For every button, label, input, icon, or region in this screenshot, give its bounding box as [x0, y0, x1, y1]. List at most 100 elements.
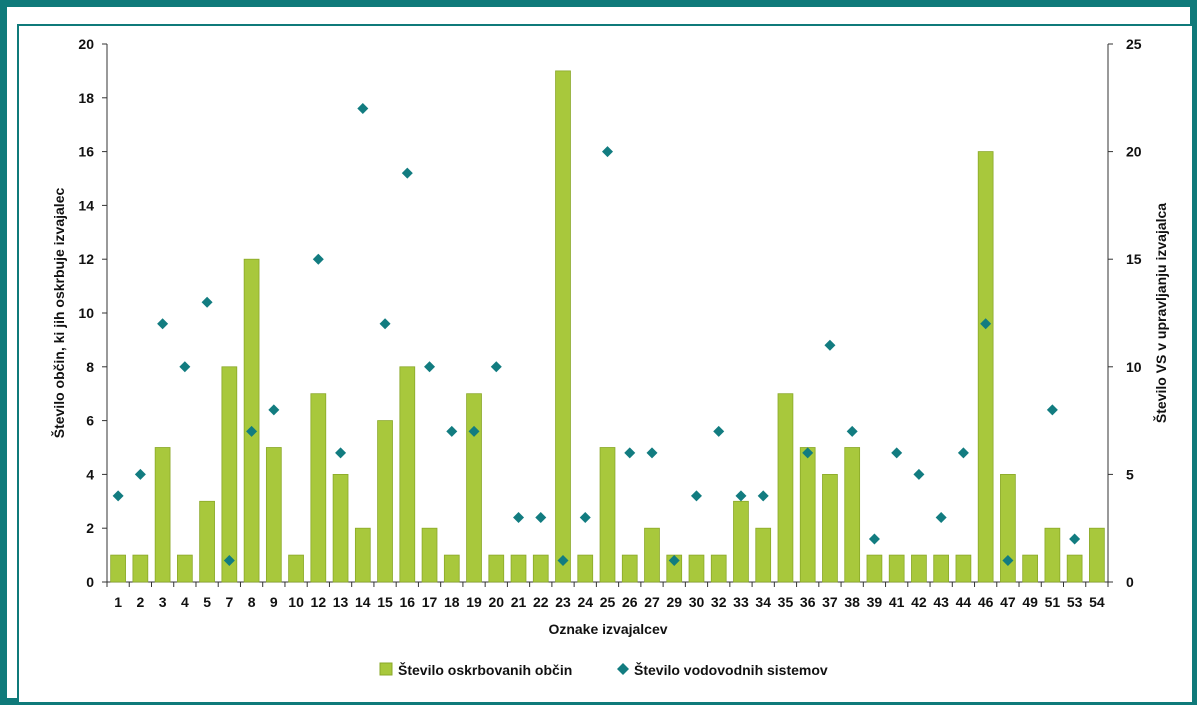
scatter-point [1002, 554, 1014, 566]
legend: Število oskrbovanih občin Število vodovo… [379, 661, 828, 678]
scatter-point [802, 447, 814, 459]
scatter-point [379, 318, 391, 330]
scatter-point [824, 339, 836, 351]
bar [221, 366, 238, 583]
scatter-point [557, 554, 569, 566]
x-tick-label: 44 [956, 594, 972, 610]
x-tick-label: 34 [755, 594, 771, 610]
legend-bar-swatch [379, 662, 393, 676]
markers-layer [112, 103, 1081, 566]
scatter-point [913, 468, 925, 480]
y-tick-label: 0 [86, 574, 94, 590]
scatter-point [846, 425, 858, 437]
x-tick-label: 23 [555, 594, 571, 610]
y-tick-label: 14 [78, 197, 94, 213]
y2-tick-label: 20 [1126, 144, 1142, 160]
legend-diamond-swatch [617, 663, 629, 675]
scatter-point [713, 425, 725, 437]
y-tick-labels: 0 2 4 6 8 10 12 14 16 18 20 [78, 36, 94, 590]
bar [154, 447, 171, 583]
bar [577, 554, 594, 583]
x-tick-label: 26 [622, 594, 638, 610]
scatter-point [490, 361, 502, 373]
x-axis-title: Oznake izvajalcev [548, 621, 667, 637]
bar [621, 554, 638, 583]
x-tick-label: 49 [1022, 594, 1038, 610]
scatter-point [223, 554, 235, 566]
x-tick-label: 9 [270, 594, 278, 610]
bar [1044, 527, 1061, 583]
x-tick-label: 42 [911, 594, 927, 610]
bar [132, 554, 149, 583]
bar [532, 554, 549, 583]
y-tick-label: 10 [78, 305, 94, 321]
x-tick-label: 18 [444, 594, 460, 610]
scatter-point [335, 447, 347, 459]
bar [1089, 527, 1105, 583]
bar [688, 554, 705, 583]
x-tick-label: 16 [400, 594, 416, 610]
scatter-point [357, 103, 369, 115]
x-tick-label: 12 [311, 594, 327, 610]
y-tick-label: 4 [86, 466, 94, 482]
x-tick-label: 25 [600, 594, 616, 610]
bar [755, 527, 772, 583]
x-tick-label: 47 [1000, 594, 1016, 610]
bar [799, 447, 816, 583]
x-tick-label: 46 [978, 594, 994, 610]
scatter-point [602, 146, 613, 158]
inner-frame [17, 24, 1194, 704]
bar [710, 554, 727, 583]
bar [599, 447, 616, 583]
x-tick-label: 21 [511, 594, 527, 610]
scatter-point [1069, 533, 1081, 545]
x-tick-label: 39 [867, 594, 883, 610]
scatter-point [1046, 404, 1058, 416]
x-tick-label: 19 [466, 594, 482, 610]
scatter-point [757, 490, 769, 502]
y-tick-label: 18 [78, 90, 94, 106]
bar [777, 393, 794, 583]
scatter-point [246, 425, 258, 437]
x-tick-label: 29 [666, 594, 682, 610]
bar [822, 473, 838, 583]
scatter-point [668, 554, 680, 566]
scatter-point [868, 533, 880, 545]
x-tick-label: 32 [711, 594, 727, 610]
bar [488, 554, 505, 583]
scatter-point [891, 447, 903, 459]
y2-tick-label: 5 [1126, 466, 1134, 482]
legend-marker-label: Število vodovodnih sistemov [634, 661, 828, 678]
bars-layer [110, 70, 1105, 583]
y-tick-label: 20 [78, 36, 94, 52]
scatter-point [935, 511, 947, 523]
x-tick-label: 1 [114, 594, 122, 610]
x-tick-label: 37 [822, 594, 838, 610]
bar [844, 447, 861, 583]
bar [733, 500, 749, 583]
scatter-point [312, 253, 324, 265]
bar [399, 366, 416, 583]
bar [243, 258, 260, 583]
bar [199, 500, 215, 583]
x-tick-label: 36 [800, 594, 816, 610]
bar [977, 151, 994, 583]
x-tick-label: 5 [203, 594, 211, 610]
bar [288, 554, 304, 583]
scatter-point [535, 511, 547, 523]
x-tick-label: 10 [288, 594, 304, 610]
x-tick-label: 35 [778, 594, 794, 610]
x-tick-label: 14 [355, 594, 371, 610]
scatter-point [646, 447, 658, 459]
x-tick-label: 17 [422, 594, 438, 610]
scatter-point [446, 425, 458, 437]
scatter-point [201, 296, 213, 308]
x-tick-label: 3 [159, 594, 167, 610]
scatter-point [579, 511, 591, 523]
x-tick-label: 53 [1067, 594, 1083, 610]
bar [888, 554, 905, 583]
x-tick-label: 7 [225, 594, 233, 610]
scatter-point [624, 447, 636, 459]
x-tick-label: 54 [1089, 594, 1105, 610]
